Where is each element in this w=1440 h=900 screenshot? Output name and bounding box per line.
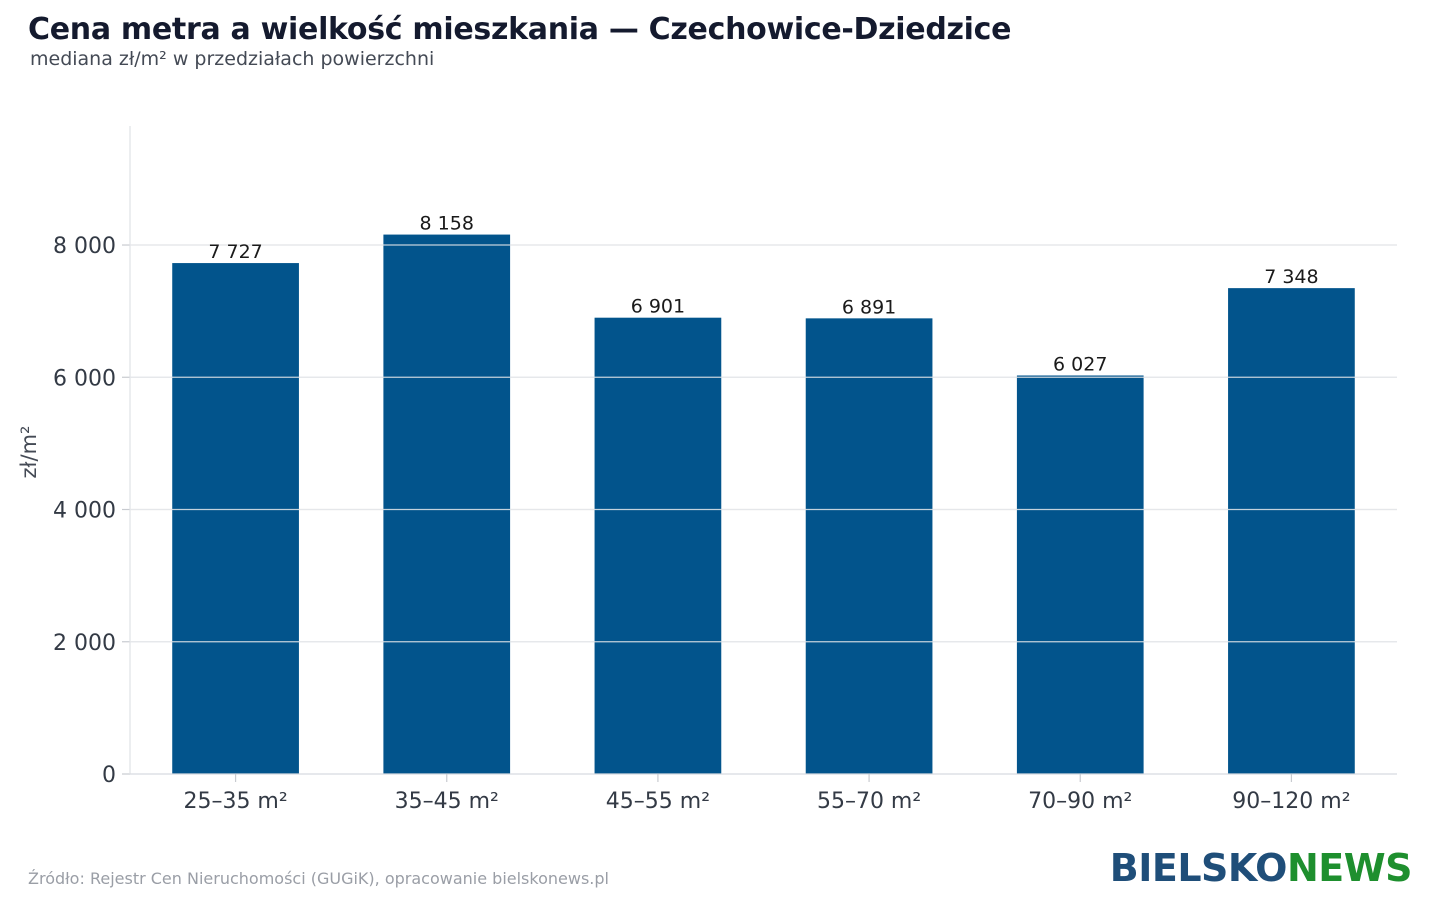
bar-value-label: 7 348 — [1264, 266, 1318, 288]
chart-subtitle: mediana zł/m² w przedziałach powierzchni — [30, 48, 435, 70]
y-tick-label: 8 000 — [53, 234, 116, 259]
bar-value-label: 8 158 — [420, 213, 474, 235]
data-labels: 7 727 8 158 6 901 6 891 6 027 7 348 — [130, 213, 1397, 643]
y-tick-label: 4 000 — [53, 499, 116, 524]
y-tick-label: 6 000 — [53, 366, 116, 391]
bar-value-label: 7 727 — [208, 241, 262, 263]
x-tick-label: 45–55 m² — [606, 789, 710, 814]
y-tick-label: 2 000 — [53, 631, 116, 656]
bar — [383, 234, 511, 774]
grid-lines — [130, 244, 1397, 643]
x-tick-label: 90–120 m² — [1232, 789, 1350, 814]
logo-text-news: NEWS — [1286, 846, 1413, 890]
y-tick-label: 0 — [102, 763, 116, 788]
axes: 0 2 000 4 000 6 000 8 000 zł/m² 25–35 m² 35–45 … — [17, 126, 1397, 814]
bar — [1228, 288, 1355, 774]
source-note: Źródło: Rejestr Cen Nieruchomości (GUGiK… — [28, 869, 609, 888]
bars — [172, 234, 1355, 774]
brand-logo[interactable]: BIELSKONEWS — [1109, 846, 1413, 890]
x-tick-label: 25–35 m² — [183, 789, 287, 814]
x-tick-label: 35–45 m² — [395, 789, 499, 814]
chart-title: Cena metra a wielkość mieszkania — Czech… — [28, 12, 1012, 47]
x-tick-label: 70–90 m² — [1028, 789, 1132, 814]
bar-value-label: 6 891 — [842, 296, 896, 318]
bar-value-label: 6 901 — [631, 296, 685, 318]
bar — [1016, 375, 1144, 774]
bar — [172, 263, 299, 774]
logo-text-bielsko: BIELSKO — [1109, 846, 1288, 890]
bar — [805, 318, 933, 774]
bar — [594, 317, 722, 774]
x-tick-label: 55–70 m² — [817, 789, 921, 814]
y-axis-title: zł/m² — [17, 426, 41, 479]
bar-value-label: 6 027 — [1053, 353, 1107, 375]
